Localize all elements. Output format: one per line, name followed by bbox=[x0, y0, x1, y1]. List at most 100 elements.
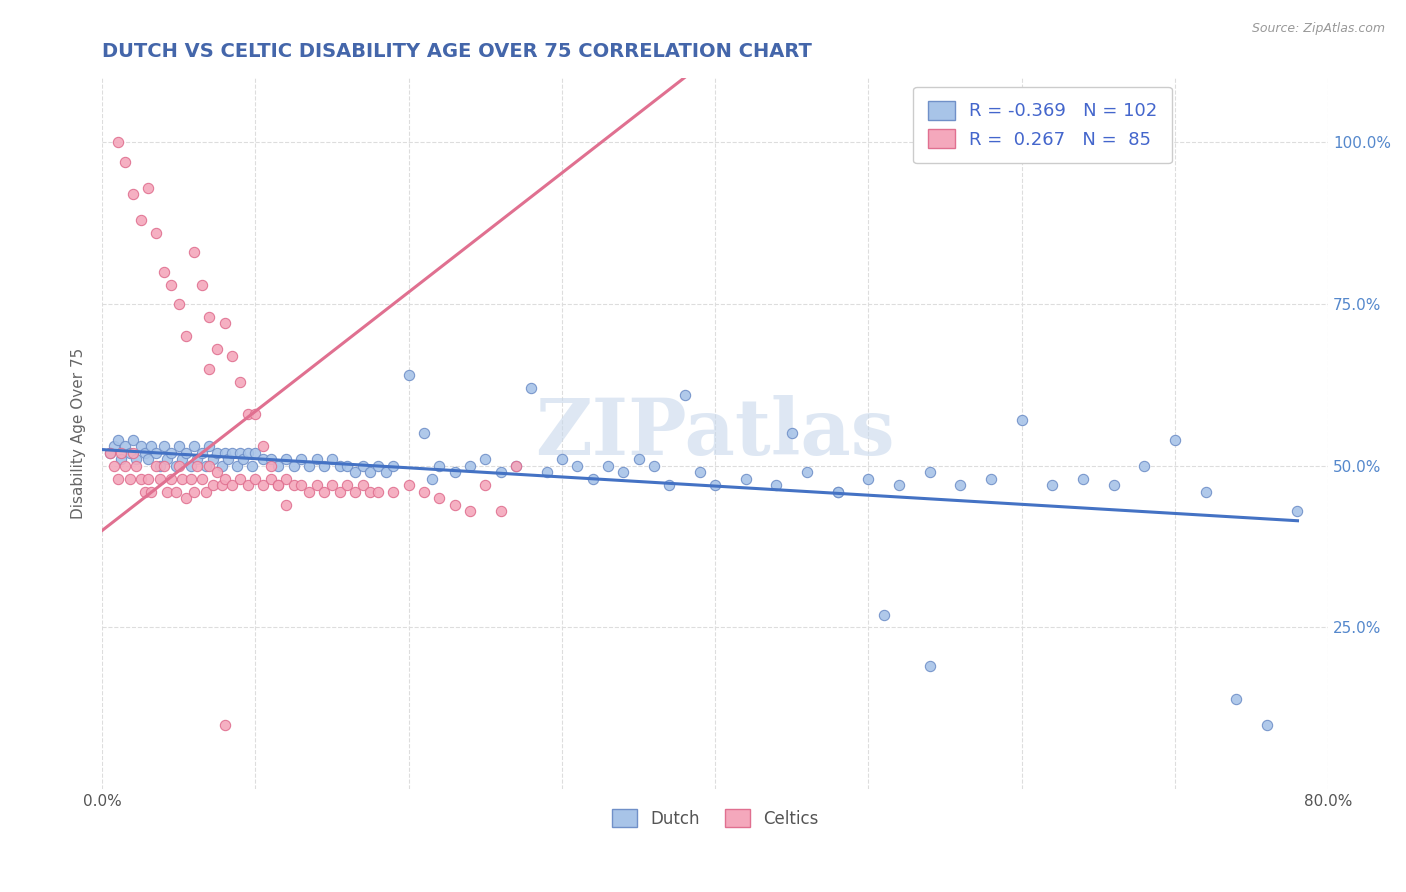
Point bbox=[141, 439, 163, 453]
Point bbox=[382, 458, 405, 473]
Point bbox=[858, 472, 880, 486]
Point bbox=[474, 452, 496, 467]
Point bbox=[873, 607, 896, 622]
Point bbox=[427, 491, 450, 505]
Point bbox=[152, 439, 174, 453]
Point bbox=[283, 478, 305, 492]
Point bbox=[145, 446, 167, 460]
Point bbox=[245, 472, 267, 486]
Point bbox=[305, 478, 328, 492]
Point bbox=[252, 478, 274, 492]
Point bbox=[314, 458, 336, 473]
Point bbox=[191, 472, 214, 486]
Point bbox=[211, 458, 233, 473]
Point bbox=[321, 452, 343, 467]
Point bbox=[827, 484, 849, 499]
Point bbox=[205, 343, 228, 357]
Point bbox=[176, 446, 198, 460]
Point bbox=[98, 446, 121, 460]
Point bbox=[505, 458, 527, 473]
Point bbox=[205, 465, 228, 479]
Point bbox=[344, 465, 367, 479]
Point bbox=[980, 472, 1002, 486]
Point bbox=[290, 478, 312, 492]
Point bbox=[198, 361, 221, 376]
Point bbox=[567, 458, 589, 473]
Point bbox=[149, 458, 172, 473]
Point bbox=[298, 484, 321, 499]
Point bbox=[252, 452, 274, 467]
Point bbox=[129, 439, 152, 453]
Point bbox=[1256, 717, 1278, 731]
Point bbox=[627, 452, 650, 467]
Point bbox=[125, 452, 148, 467]
Point bbox=[136, 472, 159, 486]
Point bbox=[298, 458, 321, 473]
Point bbox=[236, 407, 259, 421]
Point bbox=[413, 484, 436, 499]
Point bbox=[201, 478, 224, 492]
Point bbox=[191, 277, 214, 292]
Point bbox=[221, 446, 243, 460]
Point bbox=[214, 317, 236, 331]
Point bbox=[195, 484, 218, 499]
Point bbox=[352, 458, 374, 473]
Point bbox=[673, 387, 696, 401]
Point bbox=[160, 446, 183, 460]
Point bbox=[165, 458, 187, 473]
Point bbox=[245, 407, 267, 421]
Point bbox=[489, 504, 512, 518]
Point bbox=[136, 452, 159, 467]
Point bbox=[267, 478, 290, 492]
Point bbox=[236, 446, 259, 460]
Point bbox=[458, 504, 481, 518]
Point bbox=[612, 465, 634, 479]
Point bbox=[183, 439, 205, 453]
Point bbox=[336, 478, 359, 492]
Point bbox=[314, 484, 336, 499]
Point bbox=[134, 446, 156, 460]
Point bbox=[398, 478, 420, 492]
Point bbox=[367, 484, 389, 499]
Point bbox=[344, 484, 367, 499]
Point bbox=[191, 446, 214, 460]
Point bbox=[103, 439, 125, 453]
Point bbox=[274, 472, 297, 486]
Point bbox=[183, 245, 205, 260]
Y-axis label: Disability Age Over 75: Disability Age Over 75 bbox=[72, 348, 86, 519]
Point bbox=[167, 458, 190, 473]
Point bbox=[170, 472, 193, 486]
Point bbox=[658, 478, 681, 492]
Point bbox=[260, 472, 283, 486]
Point bbox=[489, 465, 512, 479]
Point bbox=[134, 484, 156, 499]
Point bbox=[170, 452, 193, 467]
Point bbox=[186, 458, 208, 473]
Point bbox=[167, 439, 190, 453]
Point bbox=[118, 446, 141, 460]
Point bbox=[214, 717, 236, 731]
Point bbox=[245, 446, 267, 460]
Point bbox=[581, 472, 603, 486]
Point bbox=[167, 297, 190, 311]
Point bbox=[129, 213, 152, 227]
Point bbox=[520, 381, 543, 395]
Point bbox=[214, 472, 236, 486]
Point bbox=[443, 498, 465, 512]
Point bbox=[129, 472, 152, 486]
Point bbox=[704, 478, 727, 492]
Point bbox=[152, 265, 174, 279]
Point bbox=[125, 458, 148, 473]
Point bbox=[229, 375, 252, 389]
Point bbox=[427, 458, 450, 473]
Point bbox=[689, 465, 711, 479]
Point bbox=[359, 465, 381, 479]
Point bbox=[765, 478, 787, 492]
Point bbox=[1133, 458, 1156, 473]
Point bbox=[226, 458, 249, 473]
Text: ZIPatlas: ZIPatlas bbox=[536, 395, 896, 471]
Point bbox=[98, 446, 121, 460]
Point bbox=[160, 472, 183, 486]
Point bbox=[155, 484, 177, 499]
Point bbox=[214, 446, 236, 460]
